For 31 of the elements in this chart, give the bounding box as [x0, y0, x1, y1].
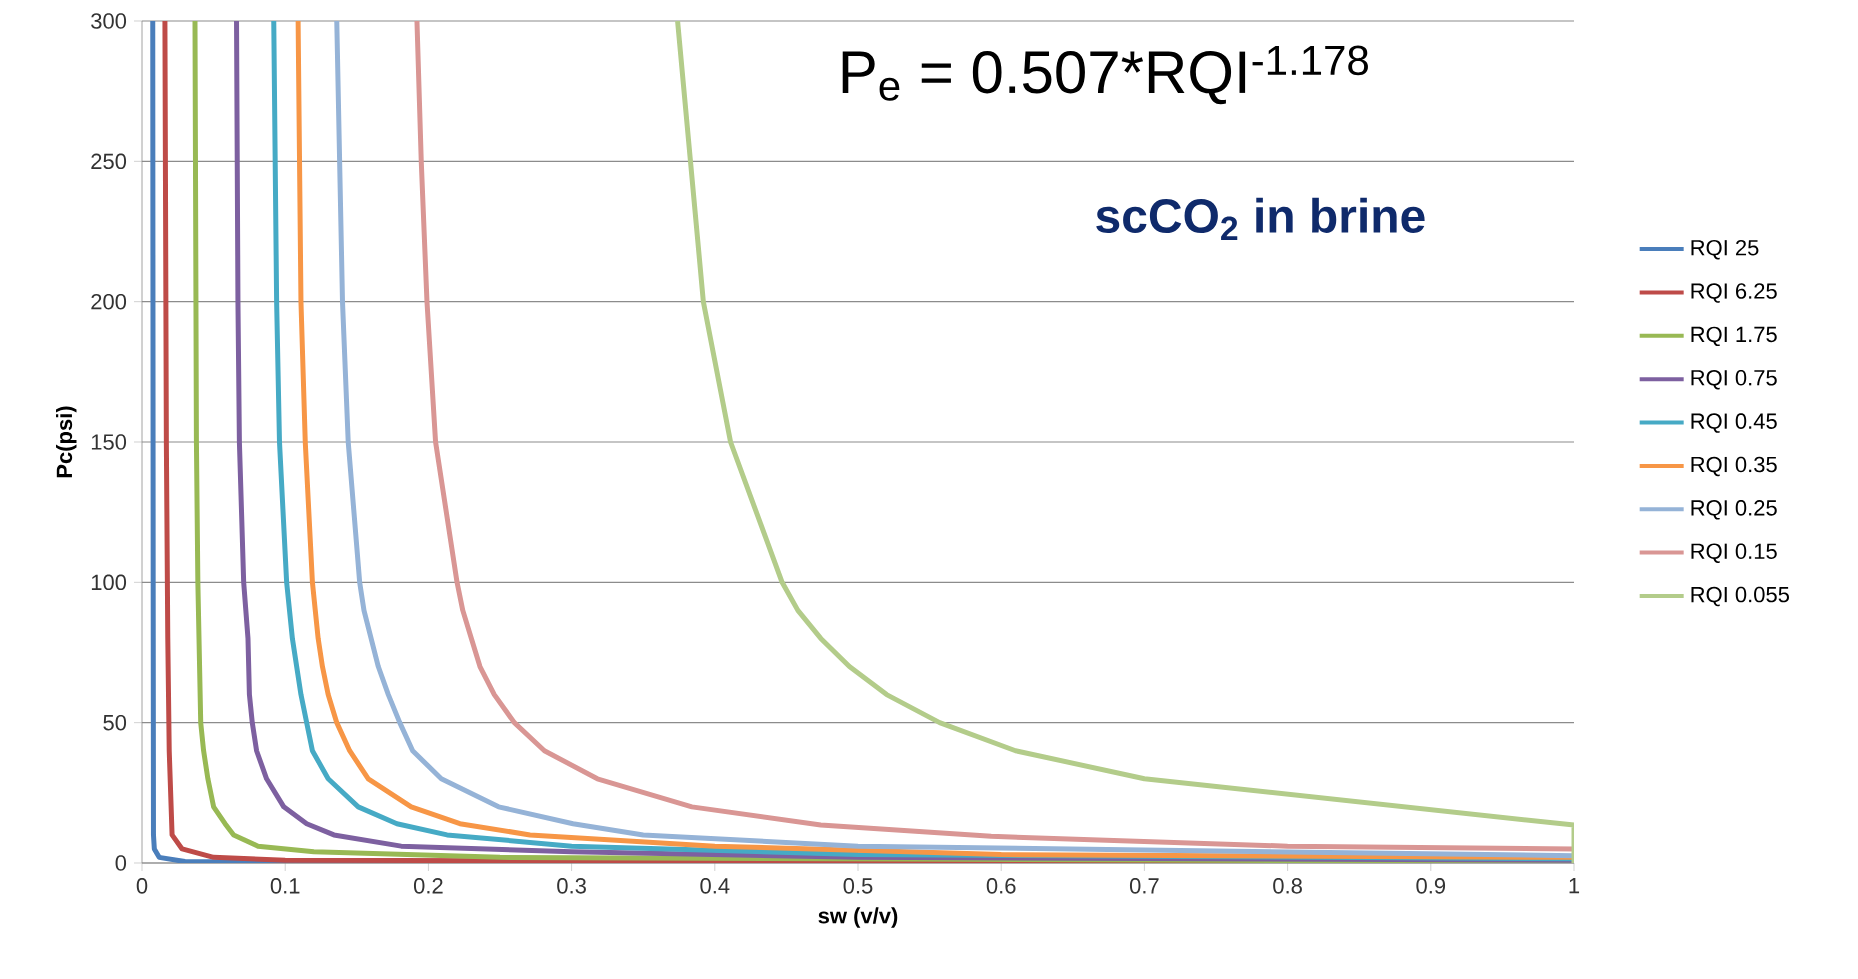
text: scCO$_{2}$ in brine: [1096, 197, 1425, 240]
x-tick-label: 0: [136, 878, 148, 894]
x-tick-label: 0.6: [986, 878, 1016, 894]
legend-label: RQI 6.25: [1691, 283, 1777, 303]
legend-label: RQI 0.75: [1691, 370, 1777, 390]
x-tick-label: 1: [1569, 878, 1580, 894]
legend-label: RQI 0.45: [1691, 413, 1777, 433]
x-axis-title: sw (v/v): [818, 907, 898, 928]
legend-label: RQI 1.75: [1691, 326, 1777, 347]
y-tick-label: 150: [91, 434, 127, 450]
legend-label: RQI 0.15: [1691, 543, 1777, 563]
x-tick-label: 0.9: [1416, 878, 1446, 894]
x-tick-label: 0.1: [270, 878, 300, 894]
y-tick-label: 50: [103, 714, 127, 731]
y-tick-label: 0: [115, 855, 127, 871]
legend-label: RQI 0.35: [1691, 456, 1777, 477]
y-tick-label: 200: [91, 293, 127, 310]
legend-label: RQI 25: [1691, 239, 1759, 260]
annotation: P$_{e}$ = 0.507*RQI$^{-1.178}$: [842, 45, 1368, 105]
x-tick-label: 0.3: [557, 878, 586, 894]
y-tick-label: 300: [91, 13, 127, 29]
y-axis-title: Pc(psi): [56, 406, 77, 478]
x-tick-label: 0.8: [1273, 878, 1302, 894]
x-tick-label: 0.7: [1129, 878, 1159, 894]
x-tick-label: 0.2: [413, 878, 443, 894]
legend-label: RQI 0.25: [1691, 500, 1777, 520]
x-tick-label: 0.5: [843, 878, 873, 894]
x-tick-label: 0.4: [700, 878, 730, 894]
y-tick-label: 250: [91, 153, 127, 170]
legend-label: RQI 0.055: [1691, 586, 1789, 607]
y-tick-label: 100: [91, 574, 127, 591]
